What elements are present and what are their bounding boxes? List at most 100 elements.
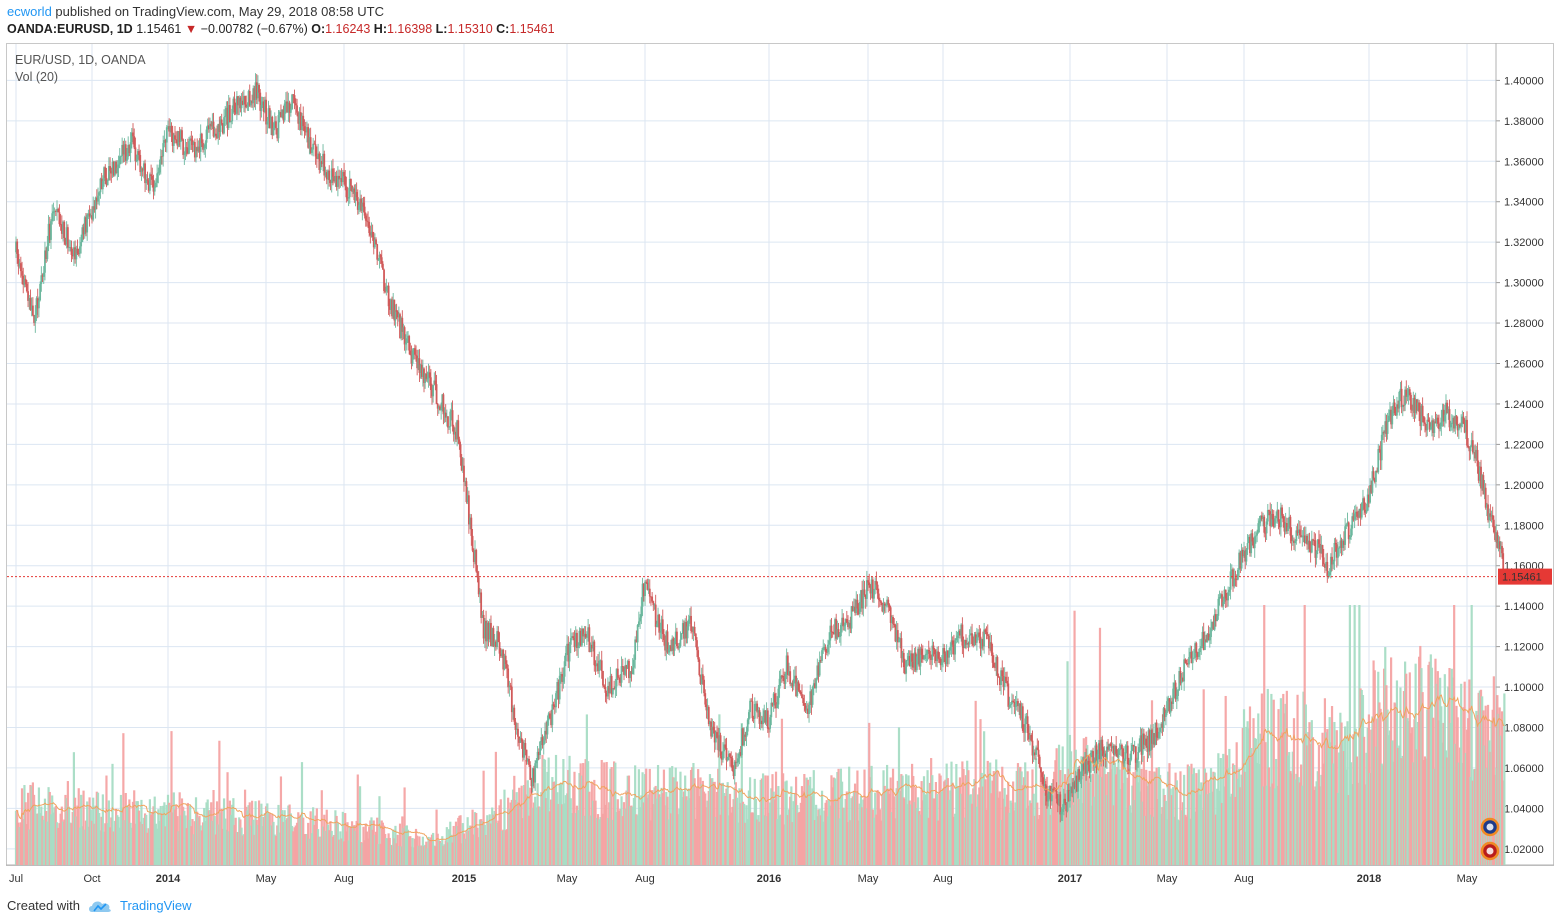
volume-bar [402,828,405,865]
volume-bar [254,801,257,865]
volume-ma-line [15,694,1505,842]
volume-bar [719,814,722,865]
volume-bar [934,782,937,865]
candle-body [1172,688,1175,705]
candle-body [253,88,256,100]
candle-body [436,403,439,409]
volume-bar [264,806,268,865]
candle-body [571,636,573,639]
volume-bar [676,814,680,865]
volume-bar [812,770,815,865]
candle-body [619,677,622,683]
volume-bar [617,810,621,865]
volume-bar [185,828,188,865]
chart-area[interactable]: 1.40000 1.38000 1.36000 1.34000 1.32000 1.300… [6,43,1554,888]
volume-bar [175,805,178,865]
candle-body [1249,536,1251,554]
volume-bar [20,788,24,865]
volume-bar [701,780,704,865]
candle-body [62,221,64,234]
tradingview-cloud-logo-icon[interactable] [88,899,112,913]
candle-body [670,645,672,651]
candle-body [717,737,720,751]
volume-bar [1332,763,1335,865]
volume-bar [713,781,716,865]
author-link[interactable]: ecworld [7,4,52,19]
volume-bar [78,827,82,865]
candle-body [991,652,994,663]
candle-body [36,298,39,309]
candle-body [458,439,461,445]
candle-body [1495,532,1498,540]
volume-bar [380,820,383,865]
candle-body [939,658,942,666]
volume-bar [941,788,945,865]
volume-bar [172,792,175,865]
candle-body [493,641,496,647]
published-text: published on TradingView.com, May 29, 20… [55,4,384,19]
candle-body [1078,769,1081,781]
candle-body [1420,405,1423,427]
volume-bar [1336,792,1340,865]
candle-body [534,763,537,783]
volume-bar [1400,758,1403,865]
candle-body [1434,421,1437,424]
candle-body [986,634,989,636]
volume-bar [1411,727,1414,865]
candle-body [802,697,805,704]
volume-bar [284,820,287,865]
volume-bar [1463,681,1466,865]
volume-bar [321,826,325,865]
candle-body [407,336,409,339]
volume-bar [1256,762,1259,865]
candle-body [1283,522,1286,532]
volume-bar [720,783,723,865]
volume-bar [979,719,982,865]
candle-body [1366,494,1369,511]
volume-bar [1133,800,1136,865]
candle-body [1230,569,1233,572]
candle-body [720,755,723,760]
candle-body [955,638,958,641]
candle-body [1288,516,1291,528]
candle-body [1154,722,1157,745]
candle-body [704,693,707,705]
candle-body [1442,409,1445,422]
tradingview-brand-link[interactable]: TradingView [119,898,192,913]
candle-body [803,703,806,706]
candle-body [910,653,912,667]
candle-body [1206,633,1209,643]
candle-body [1300,535,1303,538]
volume-bar [294,825,297,865]
candle-body [894,625,897,642]
volume-bar [785,780,788,865]
volume-bar [1260,693,1263,865]
volume-bar [805,777,808,865]
price-chart[interactable]: 1.400001.380001.360001.340001.320001.300… [6,43,1554,888]
volume-bar [721,782,725,865]
candle-body [796,681,799,696]
volume-bar [145,814,148,865]
volume-bar [1209,768,1213,865]
volume-bar [1374,746,1378,865]
volume-bar [1404,661,1407,865]
volume-bar [989,762,992,865]
volume-bar [1402,691,1406,865]
volume-bar [178,792,181,865]
candle-body [938,658,941,660]
volume-bar [187,820,191,865]
volume-bar [901,775,904,865]
volume-bar [1406,718,1409,865]
volume-bar [1110,769,1113,865]
volume-bar [148,799,151,865]
volume-bar [1208,792,1211,865]
candle-body [423,368,425,383]
candle-body [645,581,648,583]
volume-bar [1251,753,1254,865]
volume-bar [995,759,998,865]
volume-bar [782,773,785,865]
volume-bar [374,831,378,865]
candle-body [1494,532,1496,540]
candle-body [1435,417,1438,424]
volume-bar [459,815,462,865]
